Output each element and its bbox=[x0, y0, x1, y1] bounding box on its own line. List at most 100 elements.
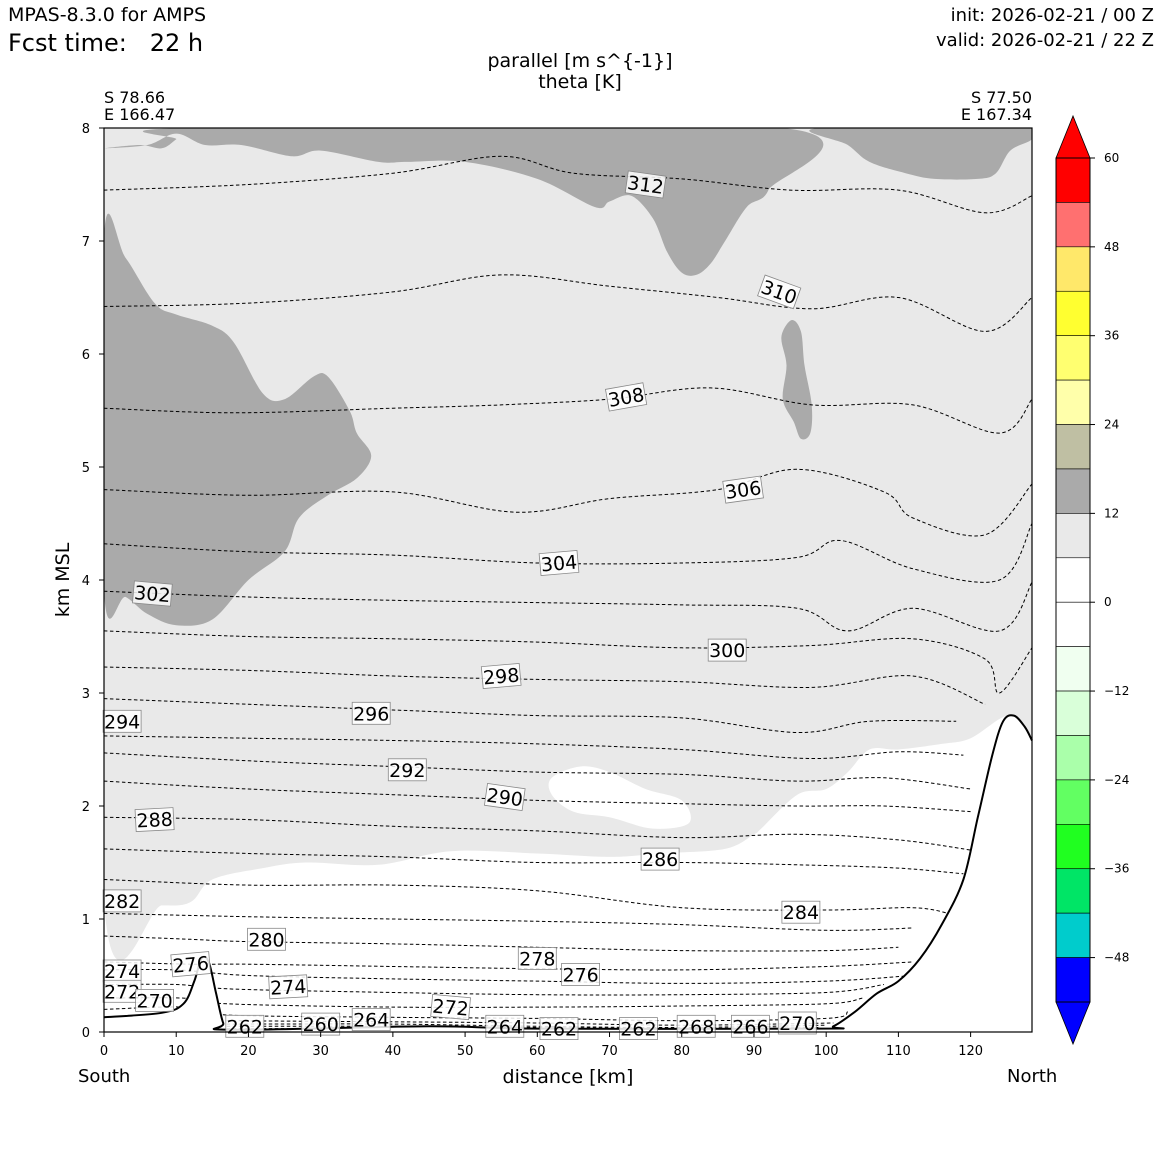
theta-label-box bbox=[640, 847, 680, 871]
theta-label-262: 262 bbox=[539, 1017, 579, 1041]
colorbar-swatch bbox=[1055, 557, 1091, 603]
x-tick-label: 30 bbox=[312, 1044, 329, 1059]
theta-label-text: 286 bbox=[642, 849, 678, 871]
theta-label-274: 274 bbox=[268, 974, 309, 1000]
y-tick-label: 7 bbox=[82, 235, 90, 250]
colorbar-frame bbox=[1055, 157, 1091, 1003]
theta-label-layer: 3123103083063043023002982962942922902882… bbox=[102, 170, 821, 1041]
colorbar-tick-label: −12 bbox=[1104, 684, 1129, 698]
theta-contour-282 bbox=[104, 912, 913, 931]
theta-label-text: 304 bbox=[540, 551, 578, 576]
theta-label-284: 284 bbox=[781, 900, 821, 924]
theta-contour-280 bbox=[104, 935, 899, 952]
theta-label-box bbox=[619, 1017, 658, 1040]
x-tick-label: 60 bbox=[529, 1044, 546, 1059]
theta-label-text: 312 bbox=[626, 172, 665, 199]
theta-label-text: 262 bbox=[541, 1019, 577, 1041]
colorbar-tick-label: 24 bbox=[1104, 418, 1119, 432]
theta-label-box bbox=[517, 947, 557, 970]
theta-label-text: 300 bbox=[709, 640, 745, 662]
theta-label-text: 262 bbox=[227, 1016, 263, 1038]
valid-time: valid: 2026-02-21 / 22 Z bbox=[936, 30, 1154, 51]
theta-label-text: 290 bbox=[485, 785, 524, 812]
theta-label-282: 282 bbox=[102, 889, 142, 913]
colorbar-swatch bbox=[1055, 824, 1091, 870]
theta-label-box bbox=[135, 989, 175, 1012]
wind-fill-layer bbox=[104, 128, 1032, 961]
theta-label-292: 292 bbox=[387, 758, 427, 782]
colorbar-tick-label: 0 bbox=[1104, 595, 1112, 609]
theta-label-box bbox=[777, 1011, 817, 1035]
x-tick-label: 120 bbox=[958, 1044, 983, 1059]
north-end-label: North bbox=[1007, 1066, 1058, 1087]
colorbar-swatch bbox=[1055, 335, 1091, 381]
theta-label-text: 264 bbox=[487, 1016, 523, 1038]
colorbar-swatch bbox=[1055, 868, 1091, 914]
theta-label-box bbox=[268, 974, 309, 1000]
theta-label-290: 290 bbox=[484, 783, 526, 812]
theta-label-260: 260 bbox=[301, 1012, 341, 1036]
theta-label-text: 288 bbox=[136, 809, 173, 833]
theta-label-box bbox=[430, 994, 471, 1021]
x-axis-label: distance [km] bbox=[503, 1066, 634, 1088]
colorbar-swatch bbox=[1055, 157, 1091, 203]
theta-label-box bbox=[170, 951, 212, 978]
x-tick-label: 40 bbox=[385, 1044, 402, 1059]
right-endpoint-coords: S 77.50 E 167.34 bbox=[961, 89, 1032, 123]
theta-label-text: 276 bbox=[172, 953, 210, 978]
theta-contour-312 bbox=[104, 155, 1032, 214]
theta-label-text: 278 bbox=[519, 949, 555, 971]
theta-label-286: 286 bbox=[640, 847, 680, 871]
x-tick-label: 20 bbox=[240, 1044, 257, 1059]
theta-label-text: 302 bbox=[133, 582, 171, 607]
colorbar-extend-under bbox=[1055, 1001, 1091, 1046]
theta-label-272: 272 bbox=[430, 994, 471, 1021]
theta-label-302: 302 bbox=[132, 580, 173, 607]
theta-label-text: 274 bbox=[104, 961, 140, 983]
x-tick-label: 50 bbox=[457, 1044, 474, 1059]
chart-title-line2: theta [K] bbox=[538, 71, 622, 93]
theta-label-268: 268 bbox=[676, 1014, 716, 1038]
theta-contour-278 bbox=[104, 961, 913, 971]
theta-label-box bbox=[387, 758, 427, 782]
theta-contour-292 bbox=[104, 752, 971, 790]
theta-label-text: 296 bbox=[353, 703, 389, 725]
colorbar-tick-label: 36 bbox=[1104, 329, 1119, 343]
theta-label-298: 298 bbox=[480, 662, 522, 690]
theta-label-box bbox=[102, 709, 142, 733]
theta-label-box bbox=[781, 900, 821, 924]
theta-label-box bbox=[707, 638, 747, 662]
right-endpoint-lat: S 77.50 bbox=[970, 88, 1032, 107]
left-endpoint-lon: E 166.47 bbox=[104, 105, 176, 124]
theta-label-306: 306 bbox=[722, 475, 764, 504]
y-tick-label: 8 bbox=[82, 122, 90, 137]
y-tick-label: 3 bbox=[82, 687, 90, 702]
theta-label-294: 294 bbox=[102, 709, 142, 733]
theta-label-text: 282 bbox=[104, 891, 140, 913]
colorbar-tick-label: 48 bbox=[1104, 240, 1119, 254]
theta-label-text: 268 bbox=[678, 1016, 714, 1038]
theta-label-box bbox=[351, 701, 391, 725]
y-tick-label: 4 bbox=[82, 574, 90, 589]
colorbar-swatch bbox=[1055, 290, 1091, 336]
theta-label-box bbox=[132, 580, 173, 607]
theta-label-box bbox=[247, 927, 286, 951]
theta-label-272: 272 bbox=[102, 979, 142, 1003]
theta-label-280: 280 bbox=[247, 927, 286, 951]
theta-label-308: 308 bbox=[605, 382, 648, 412]
left-endpoint-lat: S 78.66 bbox=[104, 88, 166, 107]
colorbar-swatch bbox=[1055, 690, 1091, 736]
theta-contour-274 bbox=[104, 983, 885, 996]
south-end-label: South bbox=[78, 1066, 131, 1087]
x-tick-label: 10 bbox=[168, 1044, 185, 1059]
theta-label-box bbox=[351, 1008, 391, 1031]
theta-label-276: 276 bbox=[561, 963, 600, 986]
theta-label-text: 264 bbox=[353, 1010, 389, 1032]
theta-label-box bbox=[102, 889, 142, 913]
theta-label-text: 266 bbox=[732, 1016, 768, 1038]
model-name: MPAS-8.3.0 for AMPS bbox=[8, 4, 207, 26]
theta-label-box bbox=[624, 170, 667, 199]
wind-region-2 bbox=[104, 213, 372, 626]
theta-contour-310 bbox=[104, 274, 1032, 332]
theta-label-text: 306 bbox=[724, 477, 763, 504]
